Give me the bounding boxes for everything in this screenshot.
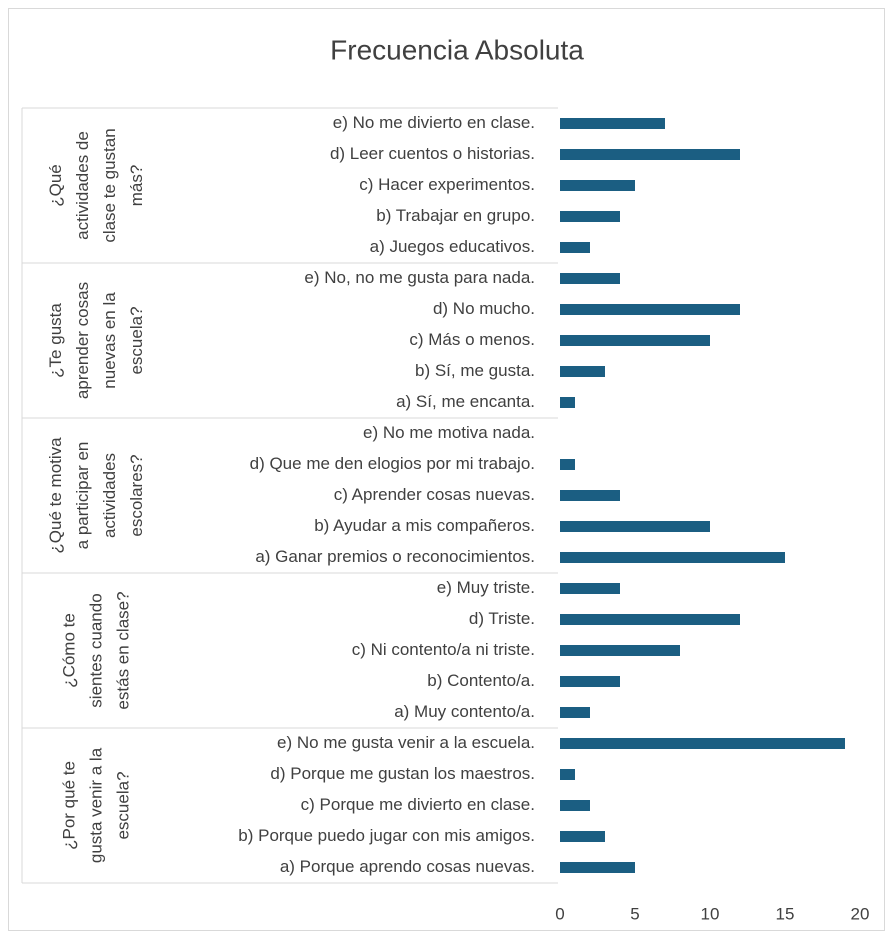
- category-label: d) No mucho.: [433, 299, 535, 318]
- category-label: a) Muy contento/a.: [394, 702, 535, 721]
- group-label: ¿Qué actividades de clase te gustan más?: [46, 128, 146, 242]
- bar: [560, 180, 635, 191]
- category-label: c) Hacer experimentos.: [359, 175, 535, 194]
- category-label: a) Ganar premios o reconocimientos.: [255, 547, 535, 566]
- category-label: e) No me divierto en clase.: [333, 113, 535, 132]
- bar: [560, 273, 620, 284]
- bar: [560, 676, 620, 687]
- category-label: e) No me gusta venir a la escuela.: [277, 733, 535, 752]
- x-tick-label: 0: [555, 904, 564, 923]
- group-label-line: escuela?: [113, 771, 132, 839]
- bar: [560, 211, 620, 222]
- group-label-line: escolares?: [127, 454, 146, 536]
- category-label: a) Juegos educativos.: [370, 237, 535, 256]
- bar: [560, 738, 845, 749]
- bar: [560, 769, 575, 780]
- group-label-line: ¿Por qué te: [59, 761, 78, 850]
- chart-border: [8, 8, 885, 931]
- category-label: a) Sí, me encanta.: [396, 392, 535, 411]
- category-label: b) Ayudar a mis compañeros.: [314, 516, 535, 535]
- group-label-line: a participar en: [73, 442, 92, 550]
- category-label: d) Triste.: [469, 609, 535, 628]
- group-label: ¿Qué te motiva a participar en actividades…: [46, 437, 146, 554]
- group-label-line: gusta venir a la: [86, 747, 105, 863]
- group-label-line: ¿Qué te motiva: [46, 437, 65, 554]
- bar: [560, 304, 740, 315]
- x-tick-label: 15: [776, 904, 795, 923]
- category-label: c) Porque me divierto en clase.: [301, 795, 535, 814]
- category-label: e) Muy triste.: [437, 578, 535, 597]
- category-label: c) Ni contento/a ni triste.: [352, 640, 535, 659]
- bar: [560, 831, 605, 842]
- bar: [560, 149, 740, 160]
- x-tick-label: 20: [851, 904, 870, 923]
- group-label-line: escuela?: [127, 306, 146, 374]
- category-label: b) Trabajar en grupo.: [376, 206, 535, 225]
- bar: [560, 862, 635, 873]
- group-label-line: ¿Cómo te: [59, 613, 78, 688]
- bar: [560, 366, 605, 377]
- category-label: d) Porque me gustan los maestros.: [270, 764, 535, 783]
- chart-title: Frecuencia Absoluta: [330, 34, 584, 65]
- group-label-line: aprender cosas: [73, 282, 92, 399]
- group-label-line: actividades: [100, 453, 119, 538]
- bar: [560, 242, 590, 253]
- group-label: ¿Por qué te gusta venir a la escuela?: [59, 747, 132, 863]
- group-label-line: sientes cuando: [86, 593, 105, 707]
- bar: [560, 552, 785, 563]
- group-label: ¿Cómo te sientes cuando estás en clase?: [59, 591, 132, 709]
- bar: [560, 707, 590, 718]
- category-label: c) Aprender cosas nuevas.: [334, 485, 535, 504]
- group-label-line: nuevas en la: [100, 292, 119, 389]
- category-label: e) No me motiva nada.: [363, 423, 535, 442]
- category-label: b) Contento/a.: [427, 671, 535, 690]
- group-label-line: estás en clase?: [113, 591, 132, 709]
- x-tick-label: 10: [701, 904, 720, 923]
- group-label-line: más?: [127, 165, 146, 207]
- group-label-line: ¿Qué: [46, 164, 65, 207]
- category-label: b) Porque puedo jugar con mis amigos.: [238, 826, 535, 845]
- bar: [560, 335, 710, 346]
- category-label: b) Sí, me gusta.: [415, 361, 535, 380]
- bar: [560, 583, 620, 594]
- category-label: a) Porque aprendo cosas nuevas.: [280, 857, 535, 876]
- bar: [560, 521, 710, 532]
- bar: [560, 614, 740, 625]
- group-label: ¿Te gusta aprender cosas nuevas en la escue…: [46, 282, 146, 399]
- group-label-line: actividades de: [73, 131, 92, 240]
- category-label: d) Leer cuentos o historias.: [330, 144, 535, 163]
- category-label: d) Que me den elogios por mi trabajo.: [250, 454, 535, 473]
- group-label-line: ¿Te gusta: [46, 303, 65, 378]
- x-tick-label: 5: [630, 904, 639, 923]
- bar: [560, 118, 665, 129]
- bar: [560, 397, 575, 408]
- bar: [560, 645, 680, 656]
- bar: [560, 490, 620, 501]
- category-label: c) Más o menos.: [409, 330, 535, 349]
- category-label: e) No, no me gusta para nada.: [304, 268, 535, 287]
- group-label-line: clase te gustan: [100, 128, 119, 242]
- bar: [560, 459, 575, 470]
- bar: [560, 800, 590, 811]
